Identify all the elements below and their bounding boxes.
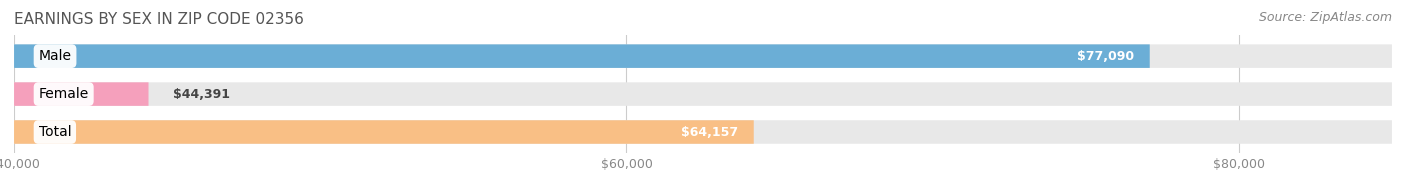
- Text: $44,391: $44,391: [173, 88, 231, 101]
- Text: Total: Total: [38, 125, 72, 139]
- FancyBboxPatch shape: [14, 120, 754, 144]
- Text: Female: Female: [38, 87, 89, 101]
- Text: EARNINGS BY SEX IN ZIP CODE 02356: EARNINGS BY SEX IN ZIP CODE 02356: [14, 12, 304, 27]
- FancyBboxPatch shape: [14, 82, 149, 106]
- FancyBboxPatch shape: [14, 44, 1392, 68]
- Text: Male: Male: [38, 49, 72, 63]
- Text: $77,090: $77,090: [1077, 50, 1135, 63]
- Text: Source: ZipAtlas.com: Source: ZipAtlas.com: [1258, 11, 1392, 24]
- FancyBboxPatch shape: [14, 82, 1392, 106]
- Text: $64,157: $64,157: [682, 125, 738, 139]
- FancyBboxPatch shape: [14, 44, 1150, 68]
- FancyBboxPatch shape: [14, 120, 1392, 144]
